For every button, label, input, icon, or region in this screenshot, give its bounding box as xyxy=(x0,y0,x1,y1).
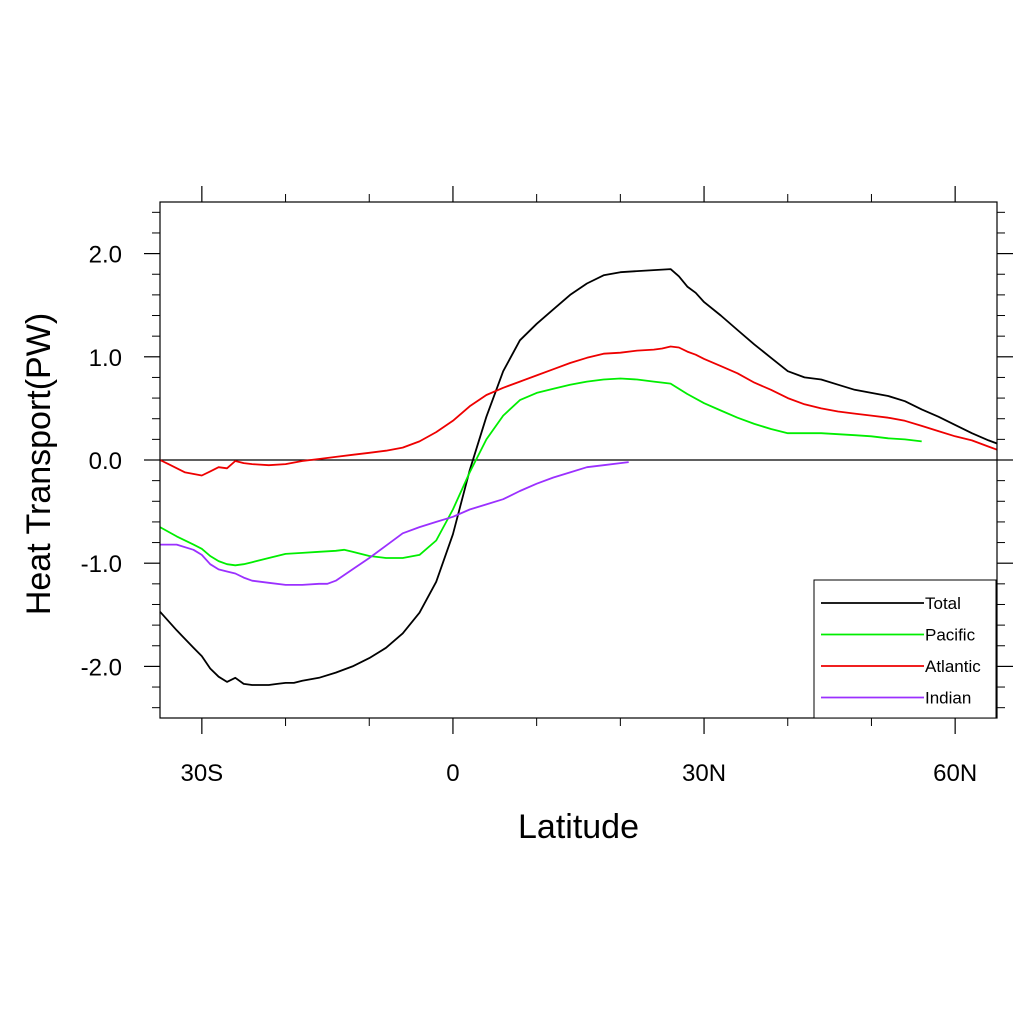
x-tick-label: 60N xyxy=(933,760,977,787)
y-tick-label: 2.0 xyxy=(89,242,122,269)
series-line-indian xyxy=(160,461,629,586)
legend-label-pacific: Pacific xyxy=(925,626,976,645)
legend-label-atlantic: Atlantic xyxy=(925,657,981,676)
x-tick-label: 30N xyxy=(682,760,726,787)
y-tick-label: 1.0 xyxy=(89,345,122,372)
legend: Total Pacific Atlantic Indian xyxy=(813,579,997,719)
legend-label-indian: Indian xyxy=(925,689,971,708)
legend-label-total: Total xyxy=(925,594,961,613)
plot-frame xyxy=(159,201,998,719)
y-axis-title: Heat Transport(PW) xyxy=(20,313,58,615)
tick-marks xyxy=(144,186,1013,734)
y-tick-label: 0.0 xyxy=(89,448,122,475)
x-tick-label: 30S xyxy=(180,760,223,787)
series-line-pacific xyxy=(159,377,922,567)
y-tick-label: -1.0 xyxy=(81,551,122,578)
x-tick-labels: 30S 0 30N 60N xyxy=(180,760,977,787)
series-line-total xyxy=(159,268,998,686)
y-tick-label: -2.0 xyxy=(81,654,122,681)
y-tick-labels: 2.0 1.0 0.0 -1.0 -2.0 xyxy=(81,242,122,682)
series-lines xyxy=(159,268,998,686)
x-axis-title: Latitude xyxy=(518,808,639,846)
x-tick-label: 0 xyxy=(446,760,459,787)
series-line-atlantic xyxy=(159,345,998,477)
